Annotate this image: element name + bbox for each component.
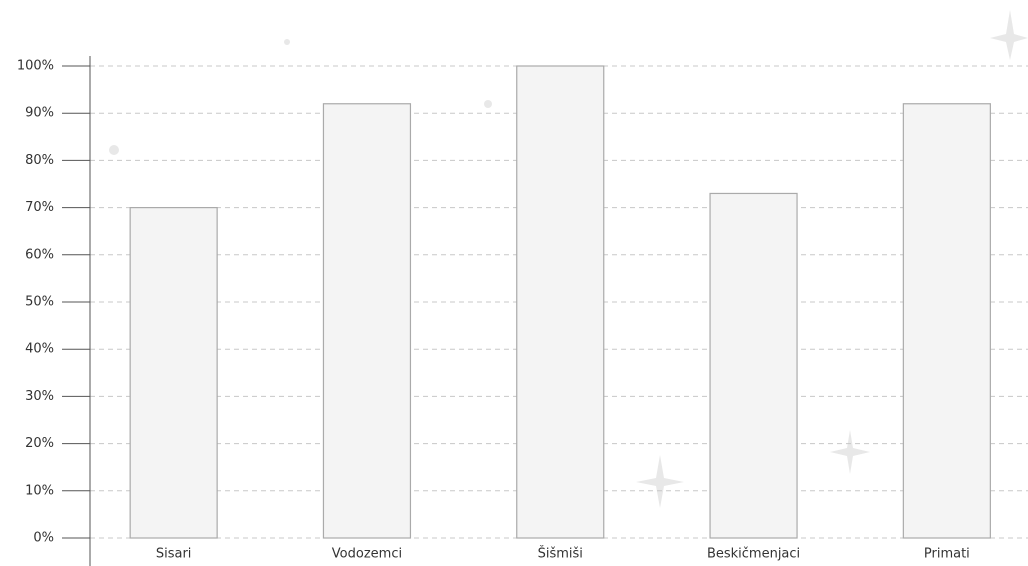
y-tick-label: 100% (17, 59, 54, 74)
bar (710, 193, 797, 538)
y-tick-label: 40% (25, 342, 54, 357)
y-tick-label: 60% (25, 247, 54, 262)
x-tick-label: Šišmiši (538, 546, 583, 562)
y-tick-label: 10% (25, 483, 54, 498)
y-tick-label: 80% (25, 153, 54, 168)
chart: 0% 10% 20% 30% 40% 50% 60% 70% 80% 90% 100% Sisari V… (0, 0, 1028, 566)
x-tick-label: Primati (924, 547, 970, 562)
y-tick-label: 20% (25, 436, 54, 451)
y-tick-label: 30% (25, 389, 54, 404)
bar (130, 208, 217, 538)
x-tick-label: Vodozemci (332, 547, 402, 562)
x-tick-label: Sisari (156, 547, 192, 562)
y-tick-label: 0% (33, 531, 54, 546)
bar (517, 66, 604, 538)
bar (323, 104, 410, 538)
bar (903, 104, 990, 538)
y-tick-label: 90% (25, 106, 54, 121)
x-tick-label: Beskičmenjaci (707, 547, 800, 562)
y-tick-label: 50% (25, 295, 54, 310)
y-tick-label: 70% (25, 200, 54, 215)
